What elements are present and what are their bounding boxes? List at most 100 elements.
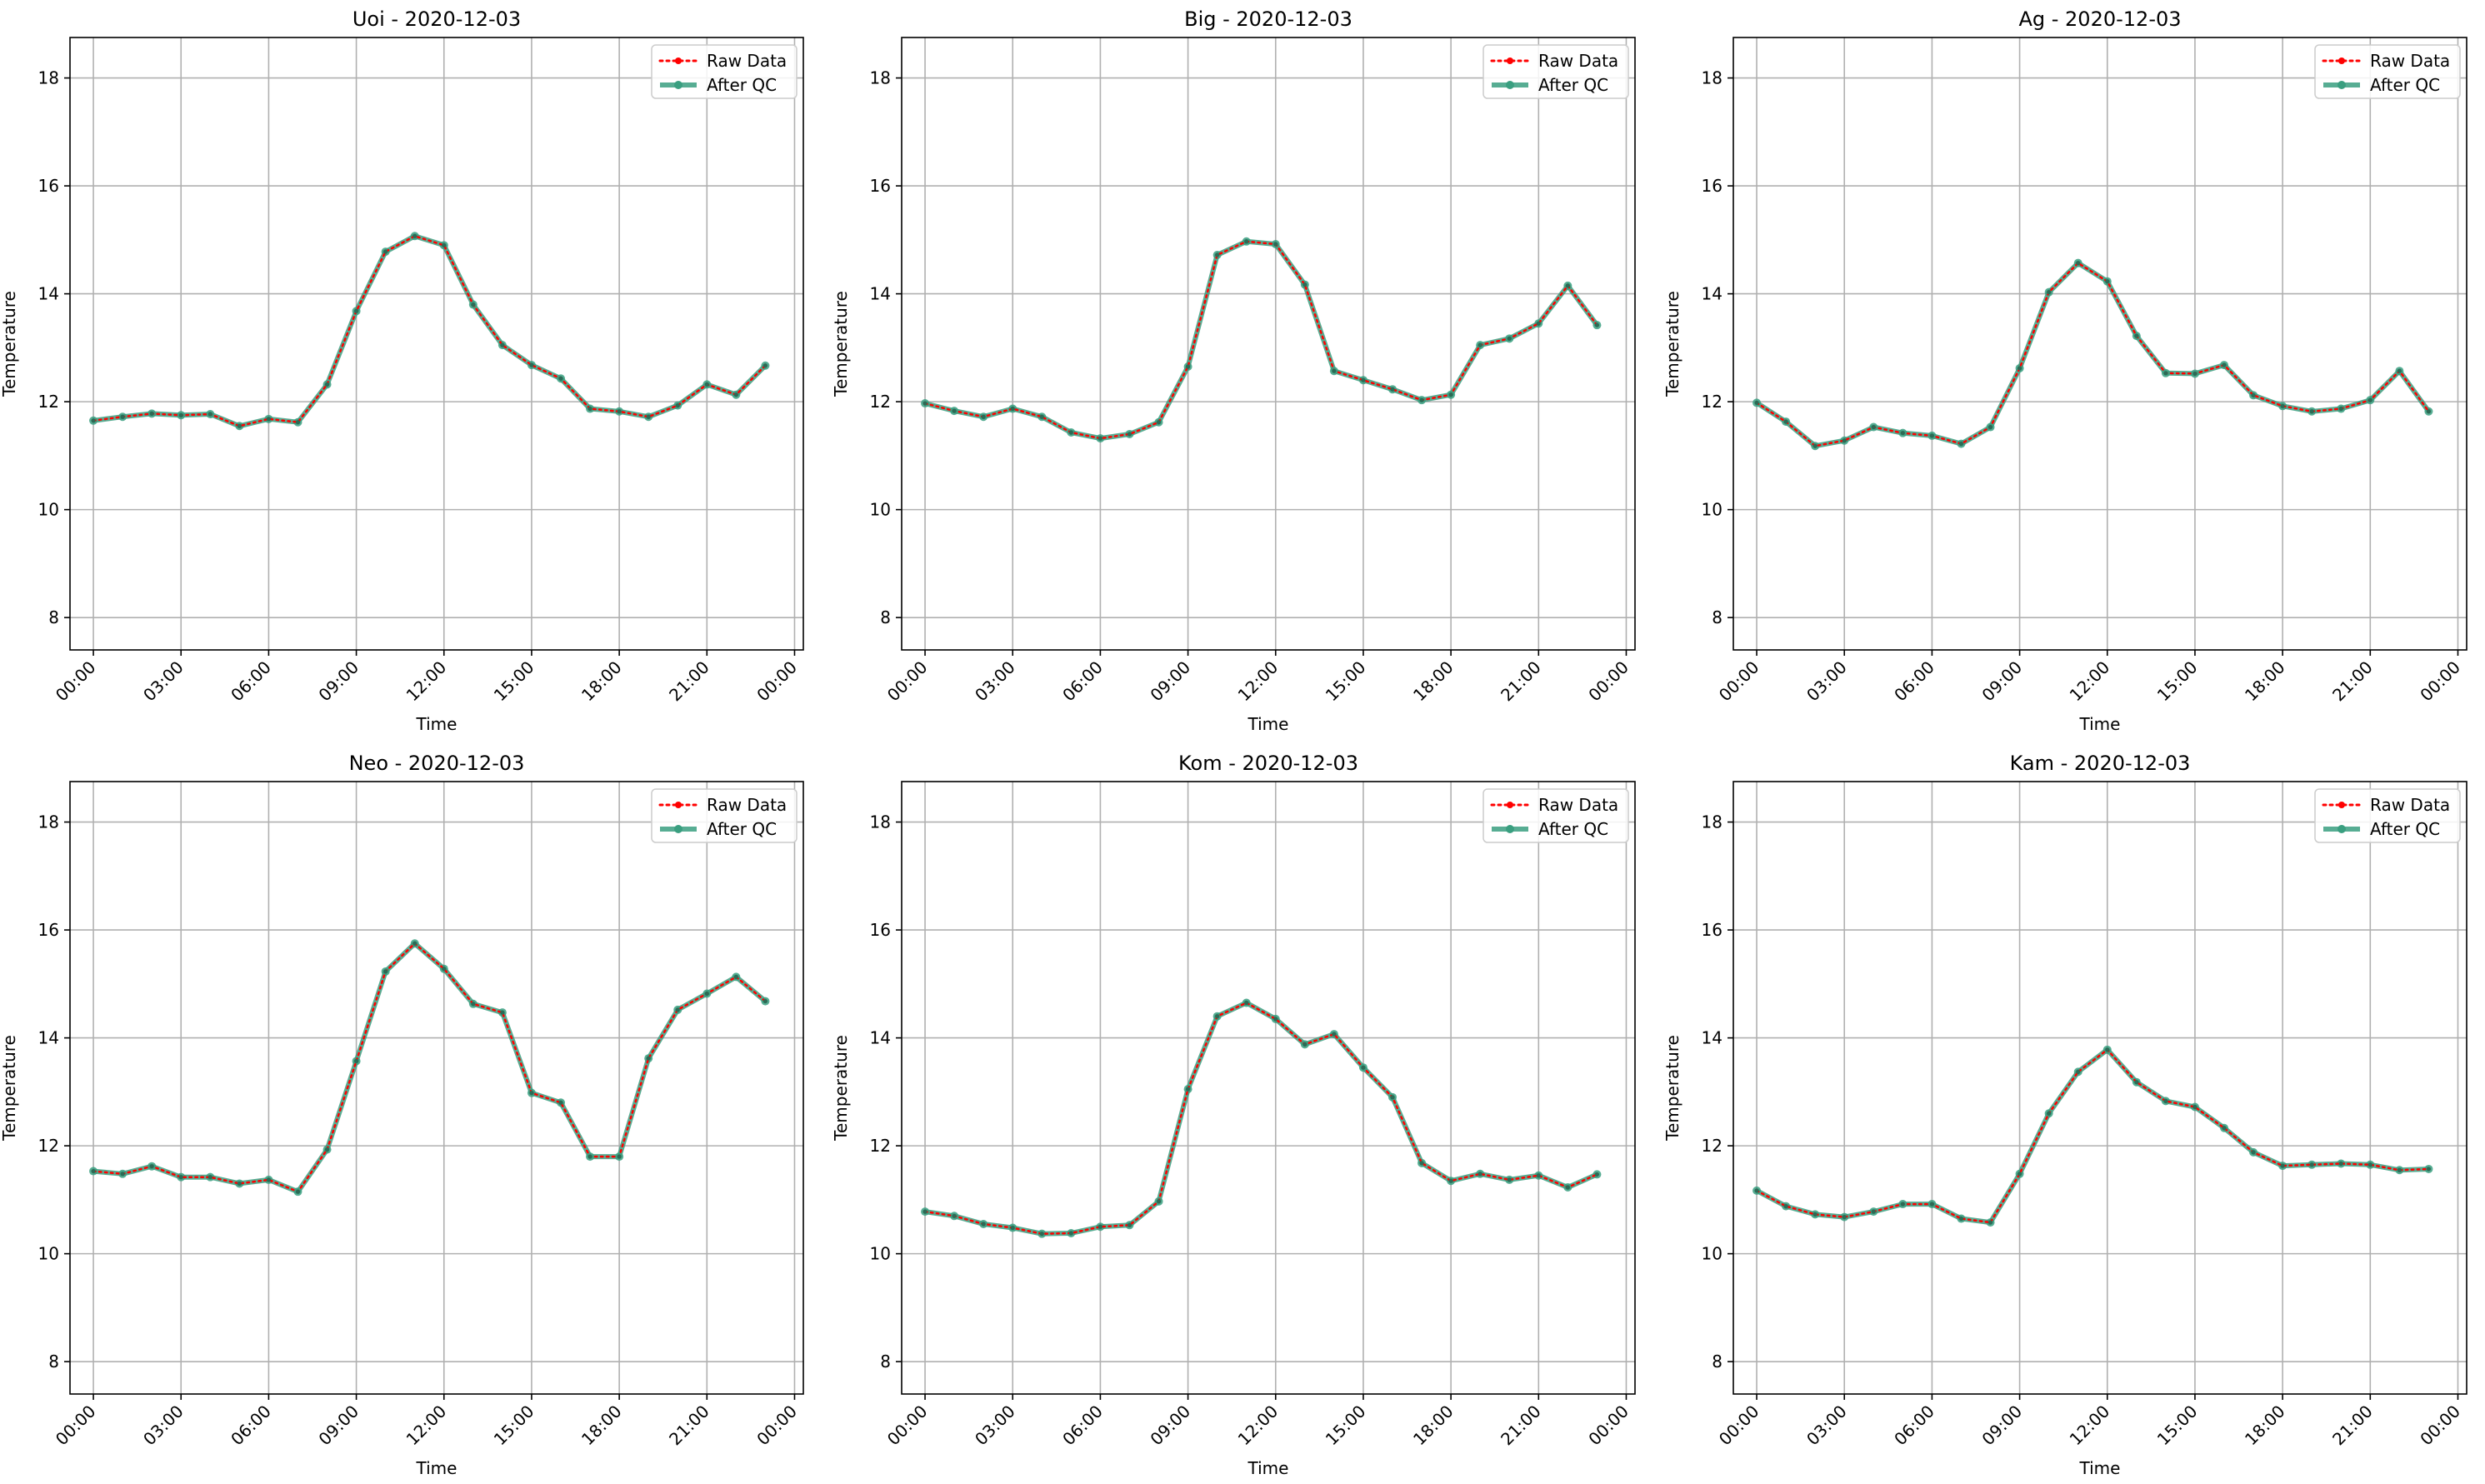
- raw-data-point: [1536, 321, 1541, 326]
- legend-raw-marker: [1507, 802, 1513, 808]
- raw-data-point: [1958, 442, 1964, 447]
- raw-data-point: [1929, 433, 1935, 438]
- after-qc-line: [924, 238, 1599, 442]
- raw-data-point: [324, 382, 330, 387]
- raw-data-point: [981, 1222, 986, 1227]
- y-tick-label: 18: [1702, 68, 1722, 88]
- x-tick-label: 15:00: [1322, 657, 1370, 706]
- y-tick-label: 10: [38, 500, 59, 520]
- y-tick-label: 16: [870, 920, 891, 940]
- legend-qc-marker: [1506, 81, 1514, 89]
- x-tick-label: 00:00: [2416, 1402, 2464, 1450]
- y-tick-label: 10: [38, 1244, 59, 1264]
- raw-data-point: [442, 242, 447, 247]
- subplot-title: Kom - 2020-12-03: [1178, 752, 1358, 775]
- x-tick-label: 21:00: [2328, 657, 2377, 706]
- x-tick-label: 09:00: [1978, 657, 2026, 706]
- raw-data-point: [442, 967, 447, 972]
- legend-raw-marker: [675, 802, 682, 808]
- y-tick-label: 10: [870, 500, 891, 520]
- raw-data-point: [353, 308, 359, 313]
- subplot-kom: 8 10 12 14 16 18 00:00 03:00 06:00 09:00 12:00 15:0…: [831, 752, 1636, 1478]
- raw-data-point: [675, 1007, 680, 1012]
- raw-data-point: [1039, 1232, 1044, 1237]
- y-tick-label: 16: [1702, 176, 1722, 196]
- axes-frame: [69, 37, 804, 651]
- raw-data-point: [2397, 1167, 2402, 1172]
- x-tick-label: 00:00: [1584, 657, 1632, 706]
- x-tick-label: 18:00: [1409, 657, 1458, 706]
- legend: Raw Data After QC: [2314, 44, 2461, 99]
- y-tick-label: 14: [870, 1028, 891, 1048]
- raw-data-point: [2105, 1047, 2110, 1052]
- x-axis-label: Time: [416, 1458, 458, 1478]
- y-axis-label: Temperature: [0, 291, 19, 397]
- x-tick-label: 15:00: [1322, 1402, 1370, 1450]
- raw-data-point: [1390, 387, 1395, 392]
- x-tick-label: 00:00: [2416, 657, 2464, 706]
- y-tick-label: 18: [38, 812, 59, 832]
- raw-data-point: [1565, 1185, 1570, 1190]
- legend-raw-marker: [2338, 802, 2345, 808]
- y-tick-label: 14: [870, 284, 891, 304]
- x-tick-label: 03:00: [1802, 657, 1851, 706]
- raw-data-point: [295, 1189, 301, 1194]
- raw-data-point: [500, 342, 505, 347]
- x-tick-label: 21:00: [665, 657, 713, 706]
- x-tick-label: 00:00: [883, 1402, 932, 1450]
- raw-data-point: [588, 406, 592, 412]
- axes-frame: [69, 781, 804, 1395]
- raw-data-point: [2076, 261, 2081, 266]
- y-tick-label: 8: [880, 1352, 891, 1372]
- legend-qc-marker: [674, 825, 682, 833]
- axes-frame: [901, 781, 1636, 1395]
- raw-data-point: [1812, 1212, 1818, 1217]
- x-tick-label: 18:00: [2241, 1402, 2289, 1450]
- x-tick-label: 03:00: [971, 1402, 1019, 1450]
- y-tick-label: 14: [1702, 1028, 1722, 1048]
- raw-data-point: [1507, 1177, 1512, 1182]
- raw-data-line: [923, 240, 1598, 440]
- raw-data-point: [120, 1172, 125, 1177]
- raw-data-point: [2251, 392, 2256, 397]
- raw-data-point: [1594, 1172, 1600, 1177]
- raw-data-point: [1332, 368, 1337, 373]
- raw-data-point: [1565, 283, 1570, 288]
- raw-data-point: [1594, 322, 1600, 327]
- raw-data-line: [92, 234, 767, 427]
- x-tick-label: 12:00: [402, 657, 451, 706]
- raw-data-point: [91, 418, 96, 423]
- after-qc-line: [92, 941, 768, 1195]
- raw-data-point: [1302, 1042, 1308, 1047]
- raw-data-point: [1783, 1204, 1788, 1209]
- raw-data-point: [91, 1168, 96, 1174]
- raw-data-point: [2192, 371, 2198, 377]
- legend-qc-label: After QC: [707, 75, 777, 95]
- y-tick-label: 8: [1712, 607, 1722, 627]
- raw-data-point: [1215, 1014, 1220, 1019]
- x-tick-label: 06:00: [1890, 657, 1938, 706]
- raw-data-point: [1478, 342, 1482, 347]
- raw-data-point: [2309, 1162, 2314, 1167]
- x-tick-label: 21:00: [1497, 1402, 1545, 1450]
- y-tick-label: 14: [38, 1028, 59, 1048]
- raw-data-point: [1361, 1065, 1366, 1070]
- raw-data-point: [149, 1164, 154, 1169]
- raw-data-point: [2397, 368, 2402, 373]
- raw-data-point: [646, 414, 651, 419]
- legend-qc-label: After QC: [707, 819, 777, 839]
- legend-qc-marker: [2338, 825, 2346, 833]
- subplot-uoi: 8 10 12 14 16 18 00:00 03:00 06:00 09:00 12:00 15:0…: [0, 7, 804, 734]
- x-axis-label: Time: [416, 714, 458, 734]
- raw-data-point: [675, 403, 680, 408]
- x-tick-label: 00:00: [883, 657, 932, 706]
- raw-data-point: [529, 362, 534, 367]
- raw-data-point: [762, 998, 768, 1004]
- raw-data-point: [1871, 424, 1876, 430]
- x-tick-label: 15:00: [2153, 1402, 2202, 1450]
- x-tick-label: 12:00: [2066, 1402, 2114, 1450]
- raw-data-point: [1361, 377, 1366, 382]
- legend-qc-marker: [674, 81, 682, 89]
- y-axis-label: Temperature: [831, 1035, 851, 1142]
- raw-data-point: [1900, 1202, 1905, 1207]
